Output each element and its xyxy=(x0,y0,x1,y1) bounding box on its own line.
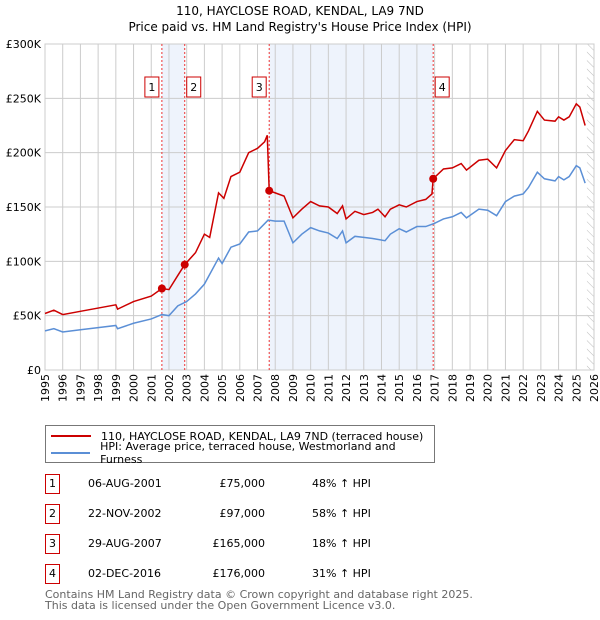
x-tick-label: 2022 xyxy=(517,374,530,402)
x-tick-label: 2025 xyxy=(570,374,583,402)
sale-date: 06-AUG-2001 xyxy=(88,477,162,490)
x-tick-label: 1998 xyxy=(92,374,105,402)
x-tick-label: 2006 xyxy=(234,374,247,402)
x-tick-label: 1999 xyxy=(110,374,123,402)
y-tick-label: £100K xyxy=(6,255,42,268)
chart-title: 110, HAYCLOSE ROAD, KENDAL, LA9 7ND xyxy=(176,4,424,18)
sale-hpi-diff: 58% ↑ HPI xyxy=(312,507,371,520)
sale-price: £165,000 xyxy=(212,537,266,550)
sale-number-badge: 4 xyxy=(45,564,60,584)
x-tick-label: 1995 xyxy=(39,374,52,402)
sale-hpi-diff: 18% ↑ HPI xyxy=(312,537,371,550)
x-tick-label: 2014 xyxy=(375,374,388,402)
legend-item-hpi: HPI: Average price, terraced house, West… xyxy=(51,440,434,466)
sale-row: 3 29-AUG-2007 £165,000 18% ↑ HPI xyxy=(45,534,445,554)
sale-badge-label: 2 xyxy=(190,81,197,94)
sale-price: £176,000 xyxy=(212,567,266,580)
x-tick-label: 1997 xyxy=(74,374,87,402)
x-tick-label: 2021 xyxy=(499,374,512,402)
sale-badge-label: 1 xyxy=(148,81,155,94)
sale-point xyxy=(265,186,274,195)
x-tick-label: 2018 xyxy=(446,374,459,402)
sale-price: £75,000 xyxy=(219,477,266,490)
sale-number-badge: 1 xyxy=(45,474,60,494)
x-tick-label: 2023 xyxy=(535,374,548,402)
x-tick-label: 2001 xyxy=(145,374,158,402)
sale-row: 2 22-NOV-2002 £97,000 58% ↑ HPI xyxy=(45,504,445,524)
sale-hpi-diff: 48% ↑ HPI xyxy=(312,477,371,490)
x-tick-label: 2026 xyxy=(588,374,600,402)
series-line-property xyxy=(44,102,586,316)
legend-item-property: 110, HAYCLOSE ROAD, KENDAL, LA9 7ND (ter… xyxy=(51,428,423,444)
x-tick-label: 2010 xyxy=(305,374,318,402)
sale-badge-label: 4 xyxy=(439,81,446,94)
chart-subtitle: Price paid vs. HM Land Registry's House … xyxy=(128,20,472,34)
x-tick-label: 2024 xyxy=(553,374,566,402)
legend-swatch-blue xyxy=(51,452,91,454)
sale-badge xyxy=(434,76,450,98)
x-tick-label: 2007 xyxy=(252,374,265,402)
x-tick-label: 1996 xyxy=(57,374,70,402)
x-tick-label: 2004 xyxy=(198,374,211,402)
legend-label: 110, HAYCLOSE ROAD, KENDAL, LA9 7ND (ter… xyxy=(101,429,424,443)
sale-badge xyxy=(186,76,202,98)
y-tick-label: £150K xyxy=(6,201,42,214)
price-chart: 1995 1996 1997 1998 1999 2000 2001 2002 2003 2004… xyxy=(6,38,600,402)
sale-row: 4 02-DEC-2016 £176,000 31% ↑ HPI xyxy=(45,564,445,584)
y-tick-label: £300K xyxy=(6,38,42,51)
plot-border xyxy=(44,43,595,371)
sale-date: 02-DEC-2016 xyxy=(88,567,162,580)
sale-price: £97,000 xyxy=(219,507,266,520)
x-tick-label: 2019 xyxy=(464,374,477,402)
legend-swatch-red xyxy=(51,435,91,437)
x-tick-label: 2000 xyxy=(128,374,141,402)
sale-date: 22-NOV-2002 xyxy=(88,507,162,520)
x-tick-label: 2003 xyxy=(181,374,194,402)
sale-point xyxy=(429,174,438,183)
sale-number-badge: 3 xyxy=(45,534,60,554)
sale-badge xyxy=(251,76,267,98)
x-tick-label: 2015 xyxy=(393,374,406,402)
sale-hpi-diff: 31% ↑ HPI xyxy=(312,567,371,580)
y-tick-label: £200K xyxy=(6,147,42,160)
sale-badge xyxy=(144,76,160,98)
x-tick-label: 2002 xyxy=(163,374,176,402)
x-tick-label: 2009 xyxy=(287,374,300,402)
sale-date: 29-AUG-2007 xyxy=(88,537,162,550)
x-tick-label: 2008 xyxy=(269,374,282,402)
x-tick-label: 2017 xyxy=(429,374,442,402)
sale-point xyxy=(157,284,166,293)
sale-row: 1 06-AUG-2001 £75,000 48% ↑ HPI xyxy=(45,474,445,494)
x-tick-label: 2020 xyxy=(482,374,495,402)
series-line-hpi xyxy=(44,164,586,333)
x-tick-label: 2005 xyxy=(216,374,229,402)
x-tick-label: 2016 xyxy=(411,374,424,402)
sale-badge-label: 3 xyxy=(256,81,263,94)
legend-label: HPI: Average price, terraced house, West… xyxy=(100,440,396,466)
y-tick-label: £50K xyxy=(13,310,42,323)
legend: 110, HAYCLOSE ROAD, KENDAL, LA9 7ND (ter… xyxy=(45,425,435,466)
footer-line-1: Contains HM Land Registry data © Crown c… xyxy=(45,588,473,601)
sale-point xyxy=(180,260,189,269)
sale-number-badge: 2 xyxy=(45,504,60,524)
footer-line-2: This data is licensed under the Open Gov… xyxy=(45,599,396,612)
y-tick-label: £0 xyxy=(27,364,41,377)
y-tick-label: £250K xyxy=(6,92,42,105)
x-tick-label: 2012 xyxy=(340,374,353,402)
x-tick-label: 2013 xyxy=(358,374,371,402)
x-tick-label: 2011 xyxy=(322,374,335,402)
